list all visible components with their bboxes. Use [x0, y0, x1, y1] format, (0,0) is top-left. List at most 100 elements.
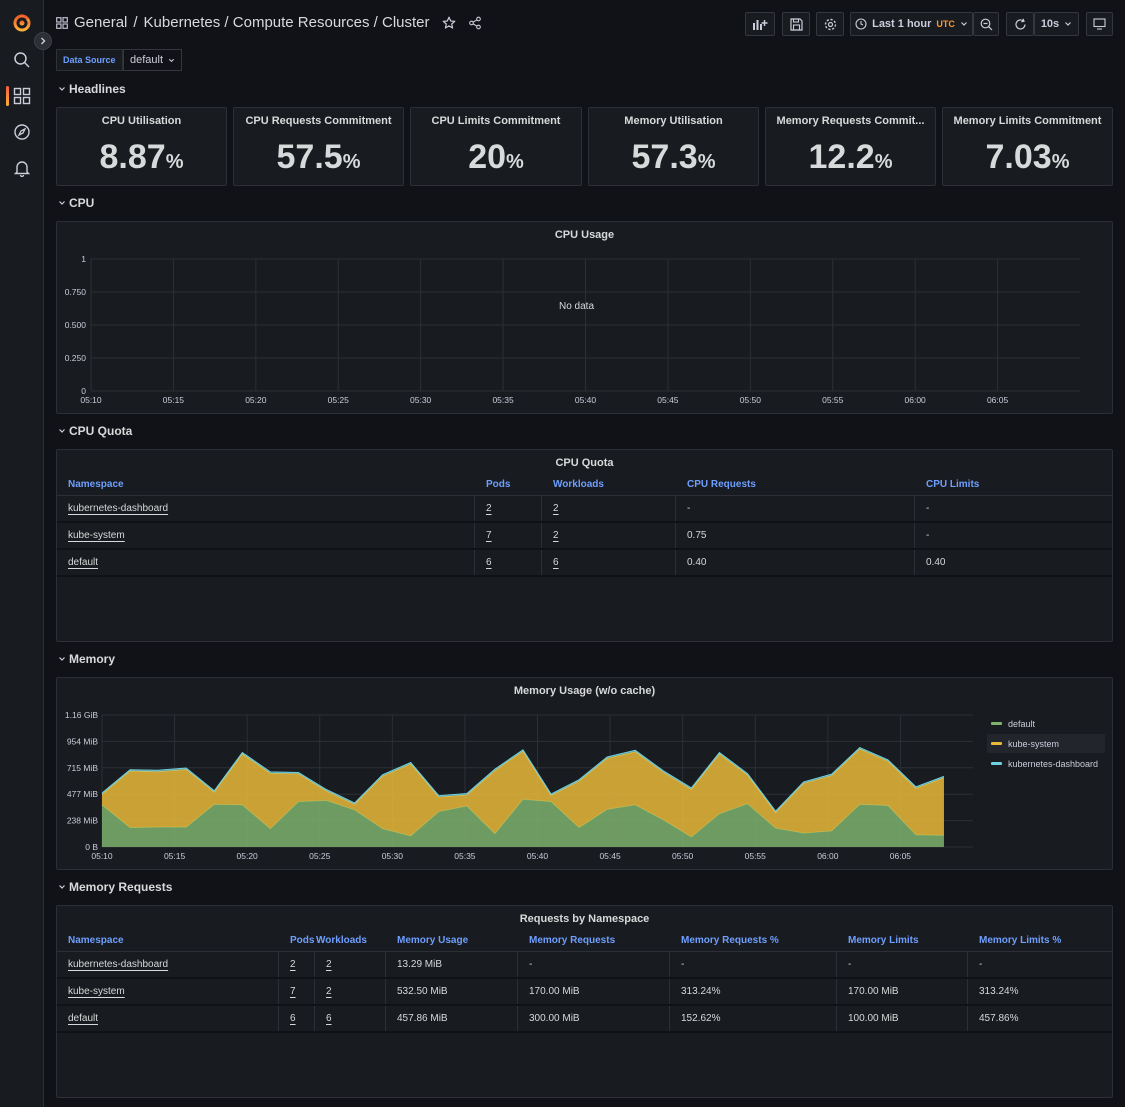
- chevron-down-icon: [59, 429, 65, 433]
- column-header-memory-limits[interactable]: Memory Limits: [848, 935, 919, 946]
- y-axis-tick-label: 715 MiB: [67, 763, 99, 773]
- row-headlines[interactable]: Headlines: [58, 82, 126, 96]
- workloads-link[interactable]: 6: [553, 557, 559, 568]
- legend-item-default[interactable]: default: [987, 714, 1105, 733]
- stat-panel-memory-utilisation[interactable]: Memory Utilisation 57.3%: [588, 107, 759, 186]
- dashboard-settings-button[interactable]: [816, 12, 844, 36]
- row-title-label: Memory: [69, 652, 116, 666]
- top-bar: General / Kubernetes / Compute Resources…: [44, 0, 1125, 48]
- table-cell: -: [979, 959, 983, 970]
- time-picker-button[interactable]: Last 1 hour UTC: [850, 12, 973, 36]
- add-panel-icon: [753, 20, 768, 30]
- grafana-logo-icon[interactable]: [12, 13, 32, 33]
- namespace-link[interactable]: kubernetes-dashboard: [68, 503, 169, 514]
- table-cell: -: [837, 952, 968, 977]
- namespace-link[interactable]: kubernetes-dashboard: [68, 959, 169, 970]
- pods-link[interactable]: 6: [290, 1013, 296, 1024]
- namespace-link[interactable]: kube-system: [68, 530, 125, 541]
- namespace-link[interactable]: default: [68, 557, 99, 568]
- x-axis-tick-label: 05:45: [657, 395, 679, 405]
- pods-link[interactable]: 2: [290, 959, 296, 970]
- x-axis-tick-label: 06:05: [987, 395, 1009, 405]
- column-header-cpu-requests[interactable]: CPU Requests: [687, 479, 756, 490]
- workloads-link[interactable]: 2: [553, 503, 559, 514]
- legend-item-kube-system[interactable]: kube-system: [987, 734, 1105, 753]
- pods-link[interactable]: 6: [486, 557, 492, 568]
- x-axis-tick-label: 05:15: [164, 851, 186, 861]
- dashboards-icon[interactable]: [12, 86, 32, 106]
- star-icon[interactable]: [442, 16, 456, 30]
- share-icon[interactable]: [468, 16, 482, 30]
- cpu-usage-panel[interactable]: CPU Usage 0 0.250 0.500 0.750 1 05:10 05:15 05:…: [56, 221, 1113, 414]
- column-header-namespace[interactable]: Namespace: [68, 479, 124, 490]
- explore-compass-icon[interactable]: [12, 122, 32, 142]
- pods-link[interactable]: 7: [486, 530, 492, 541]
- tv-mode-button[interactable]: [1086, 12, 1113, 36]
- stat-panel-memory-limits-commitment[interactable]: Memory Limits Commitment 7.03%: [942, 107, 1113, 186]
- chevron-down-icon: [1065, 22, 1072, 26]
- alerting-bell-icon[interactable]: [12, 158, 32, 178]
- x-axis-tick-label: 05:35: [492, 395, 514, 405]
- workloads-link[interactable]: 6: [326, 1013, 332, 1024]
- requests-by-namespace-panel[interactable]: Requests by Namespace Namespace Pods Wor…: [56, 905, 1113, 1098]
- row-memory-requests[interactable]: Memory Requests: [58, 880, 172, 894]
- breadcrumb: General / Kubernetes / Compute Resources…: [56, 14, 482, 31]
- column-header-namespace[interactable]: Namespace: [68, 935, 124, 946]
- stat-value: 8.87%: [99, 138, 184, 176]
- column-header-memory-requests[interactable]: Memory Requests: [529, 935, 616, 946]
- refresh-button[interactable]: [1006, 12, 1034, 36]
- row-memory[interactable]: Memory: [58, 652, 115, 666]
- save-dashboard-button[interactable]: [782, 12, 810, 36]
- column-header-workloads[interactable]: Workloads: [553, 479, 604, 490]
- namespace-link[interactable]: default: [68, 1013, 99, 1024]
- y-axis-tick-label: 1: [81, 254, 86, 264]
- column-header-memory-usage[interactable]: Memory Usage: [397, 935, 469, 946]
- x-axis-tick-label: 05:40: [527, 851, 549, 861]
- stat-panel-cpu-limits-commitment[interactable]: CPU Limits Commitment 20%: [410, 107, 582, 186]
- cpu-usage-chart: 0 0.250 0.500 0.750 1 05:10 05:15 05:20 05:25 05:…: [65, 254, 1080, 405]
- legend-item-kubernetes-dashboard[interactable]: kubernetes-dashboard: [987, 754, 1105, 773]
- column-header-pods[interactable]: Pods: [486, 479, 511, 490]
- stat-panel-cpu-requests-commitment[interactable]: CPU Requests Commitment 57.5%: [233, 107, 404, 186]
- search-icon[interactable]: [12, 50, 32, 70]
- row-title-label: Headlines: [69, 82, 126, 96]
- breadcrumb-folder[interactable]: General: [74, 14, 128, 31]
- zoom-out-button[interactable]: [973, 12, 999, 36]
- column-header-memory-requests-pct[interactable]: Memory Requests %: [681, 935, 779, 946]
- dashboard-title[interactable]: Kubernetes / Compute Resources / Cluster: [143, 14, 430, 31]
- memory-usage-panel[interactable]: Memory Usage (w/o cache) 0 B 238 MiB 477 M…: [56, 677, 1113, 870]
- column-header-workloads[interactable]: Workloads: [316, 935, 367, 946]
- workloads-link[interactable]: 2: [326, 959, 332, 970]
- table-row: kubernetes-dashboard 2 2 13.29 MiB - - -…: [57, 952, 1112, 979]
- cpu-quota-panel[interactable]: CPU Quota Namespace Pods Workloads CPU R…: [56, 449, 1113, 642]
- side-nav: [0, 0, 44, 1107]
- row-cpu[interactable]: CPU: [58, 196, 94, 210]
- requests-by-namespace-table: Namespace Pods Workloads Memory Usage Me…: [57, 930, 1112, 1033]
- chart-legend: default kube-system kubernetes-dashboard: [987, 714, 1105, 774]
- column-header-memory-limits-pct[interactable]: Memory Limits %: [979, 935, 1062, 946]
- y-axis-tick-label: 0.250: [65, 353, 87, 363]
- chevron-down-icon: [59, 87, 65, 91]
- table-cell: -: [518, 952, 670, 977]
- x-axis-tick-label: 05:55: [745, 851, 767, 861]
- workloads-link[interactable]: 2: [326, 986, 332, 997]
- pods-link[interactable]: 7: [290, 986, 296, 997]
- add-panel-button[interactable]: [745, 12, 775, 36]
- namespace-link[interactable]: kube-system: [68, 986, 125, 997]
- workloads-link[interactable]: 2: [553, 530, 559, 541]
- x-axis-tick-label: 06:00: [905, 395, 927, 405]
- pods-link[interactable]: 2: [486, 503, 492, 514]
- table-cell: 13.29 MiB: [386, 952, 518, 977]
- stat-panel-cpu-utilisation[interactable]: CPU Utilisation 8.87%: [56, 107, 227, 186]
- row-cpu-quota[interactable]: CPU Quota: [58, 424, 132, 438]
- column-header-cpu-limits[interactable]: CPU Limits: [926, 479, 980, 490]
- panel-title: CPU Usage: [554, 229, 615, 241]
- breadcrumb-separator: /: [133, 14, 138, 31]
- panel-title: CPU Utilisation: [101, 115, 182, 127]
- refresh-interval-picker[interactable]: 10s: [1034, 12, 1079, 36]
- expand-menu-button[interactable]: [34, 32, 52, 50]
- column-header-pods[interactable]: Pods: [290, 935, 315, 946]
- monitor-icon: [1093, 18, 1106, 30]
- datasource-select[interactable]: default: [123, 49, 182, 71]
- stat-panel-memory-requests-commitment[interactable]: Memory Requests Commit... 12.2%: [765, 107, 936, 186]
